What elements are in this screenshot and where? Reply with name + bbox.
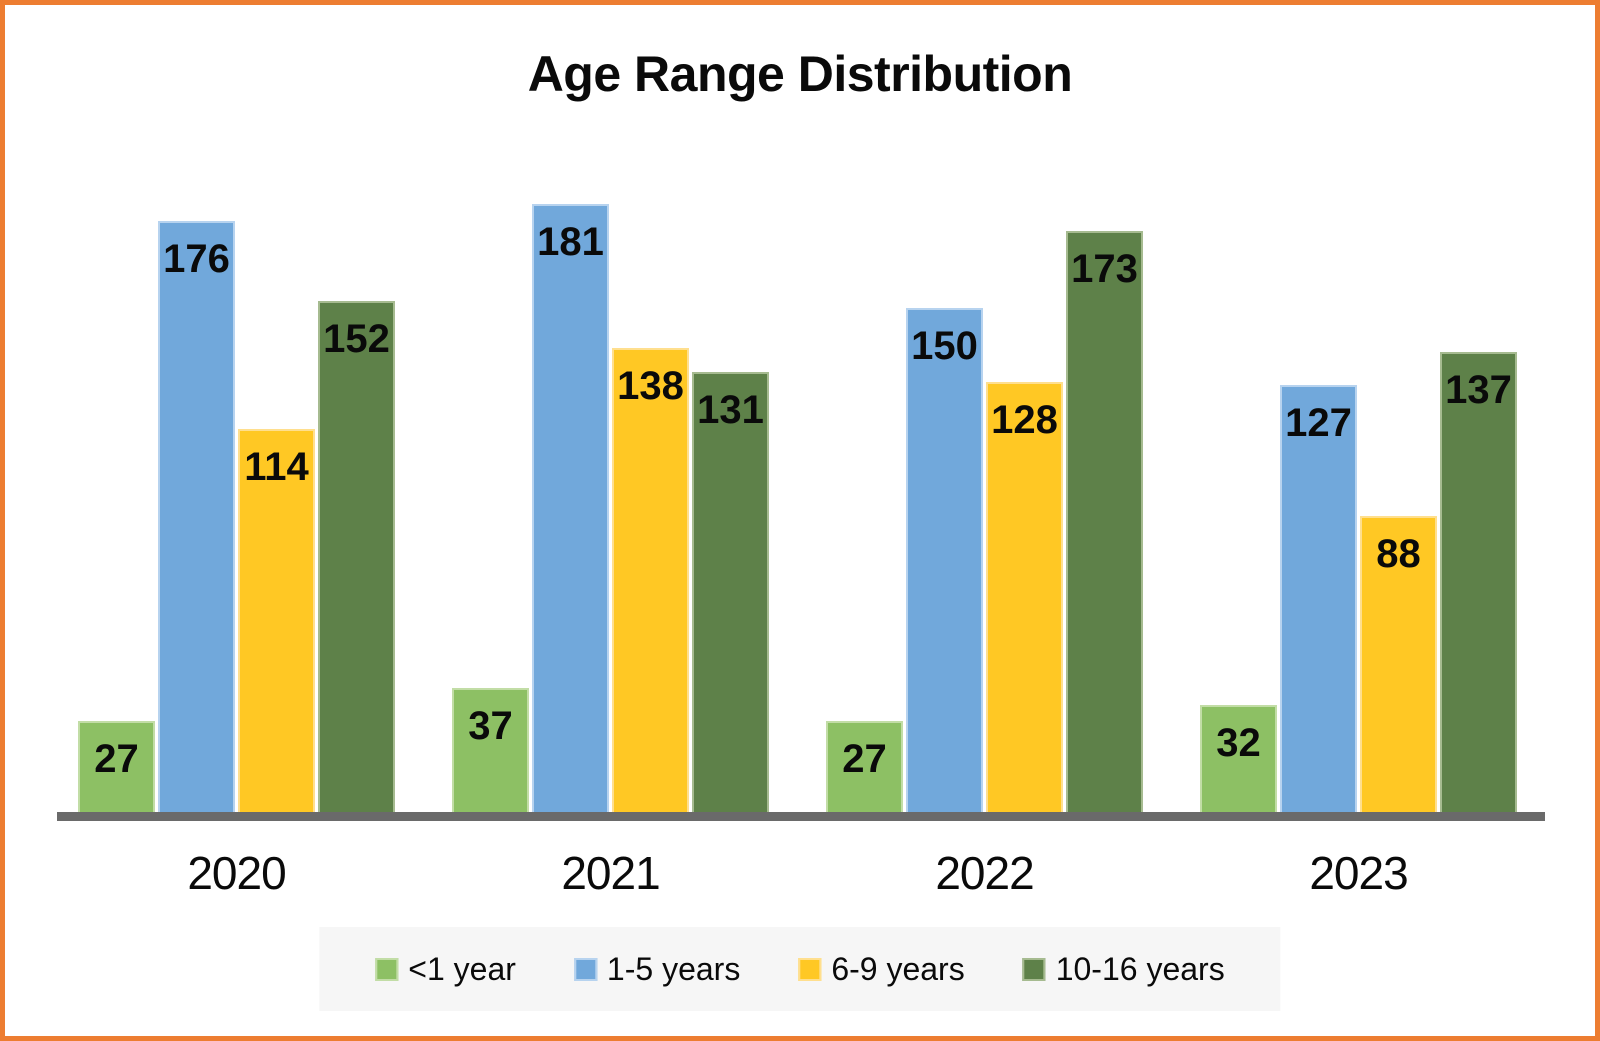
legend-item-0[interactable]: <1 year xyxy=(375,953,516,985)
bar-value-label: 128 xyxy=(991,398,1058,442)
x-axis-label-2020: 2020 xyxy=(187,847,286,899)
bar-2021-series-1[interactable]: 181 xyxy=(532,204,609,812)
bar-value-label: 152 xyxy=(323,317,390,361)
bar-value-label: 88 xyxy=(1376,532,1421,576)
bar-2020-series-1[interactable]: 176 xyxy=(158,221,235,812)
legend-label: 6-9 years xyxy=(831,951,965,987)
x-axis-label-2021: 2021 xyxy=(561,847,660,899)
bar-2022-series-3[interactable]: 173 xyxy=(1066,231,1143,812)
bar-value-label: 138 xyxy=(617,364,684,408)
legend-label: 1-5 years xyxy=(606,951,741,987)
bar-value-label: 131 xyxy=(697,388,764,432)
legend: <1 year 1-5 years 6-9 years 10-16 years xyxy=(319,927,1281,1011)
x-axis-labels: 2020 2021 2022 2023 xyxy=(78,850,1517,896)
bar-value-label: 37 xyxy=(468,704,513,748)
legend-swatch-icon xyxy=(798,957,822,981)
bar-2020-series-3[interactable]: 152 xyxy=(318,301,395,812)
bar-value-label: 127 xyxy=(1285,401,1352,445)
legend-item-3[interactable]: 10-16 years xyxy=(1022,951,1225,987)
bar-group-2023: 32 127 88 137 xyxy=(1200,352,1517,812)
bar-2020-series-2[interactable]: 114 xyxy=(238,429,315,812)
x-axis-line xyxy=(57,812,1545,821)
bar-2023-series-2[interactable]: 88 xyxy=(1360,516,1437,812)
legend-item-1[interactable]: 1-5 years xyxy=(573,951,741,987)
bar-2021-series-0[interactable]: 37 xyxy=(452,688,529,812)
bar-2021-series-2[interactable]: 138 xyxy=(612,348,689,812)
bar-2022-series-1[interactable]: 150 xyxy=(906,308,983,812)
bar-2020-series-0[interactable]: 27 xyxy=(78,721,155,812)
legend-label: 10-16 years xyxy=(1055,951,1225,987)
bar-value-label: 27 xyxy=(842,737,887,781)
bar-2023-series-3[interactable]: 137 xyxy=(1440,352,1517,812)
bar-value-label: 173 xyxy=(1071,247,1138,291)
bar-value-label: 27 xyxy=(94,737,139,781)
chart-title: Age Range Distribution xyxy=(527,46,1073,102)
plot-area: 27 176 114 152 37 181 138 131 27 150 128 173 32 127 88… xyxy=(78,204,1517,812)
legend-item-2[interactable]: 6-9 years xyxy=(798,951,965,987)
bar-value-label: 176 xyxy=(163,237,230,281)
x-axis-label-2023: 2023 xyxy=(1309,847,1408,899)
bar-value-label: 150 xyxy=(911,324,978,368)
bar-2022-series-0[interactable]: 27 xyxy=(826,721,903,812)
bar-2023-series-0[interactable]: 32 xyxy=(1200,705,1277,812)
bar-2023-series-1[interactable]: 127 xyxy=(1280,385,1357,812)
legend-swatch-icon xyxy=(573,957,597,981)
bar-value-label: 137 xyxy=(1445,368,1512,412)
bar-value-label: 32 xyxy=(1216,721,1261,765)
legend-label: <1 year xyxy=(408,951,516,987)
legend-swatch-icon xyxy=(1022,957,1046,981)
bar-2022-series-2[interactable]: 128 xyxy=(986,382,1063,812)
bar-value-label: 114 xyxy=(244,445,309,489)
bar-group-2020: 27 176 114 152 xyxy=(78,221,395,812)
bar-value-label: 181 xyxy=(537,220,604,264)
bar-group-2022: 27 150 128 173 xyxy=(826,231,1143,812)
legend-swatch-icon xyxy=(375,957,399,981)
bar-2021-series-3[interactable]: 131 xyxy=(692,372,769,812)
bar-group-2021: 37 181 138 131 xyxy=(452,204,769,812)
x-axis-label-2022: 2022 xyxy=(935,847,1034,899)
